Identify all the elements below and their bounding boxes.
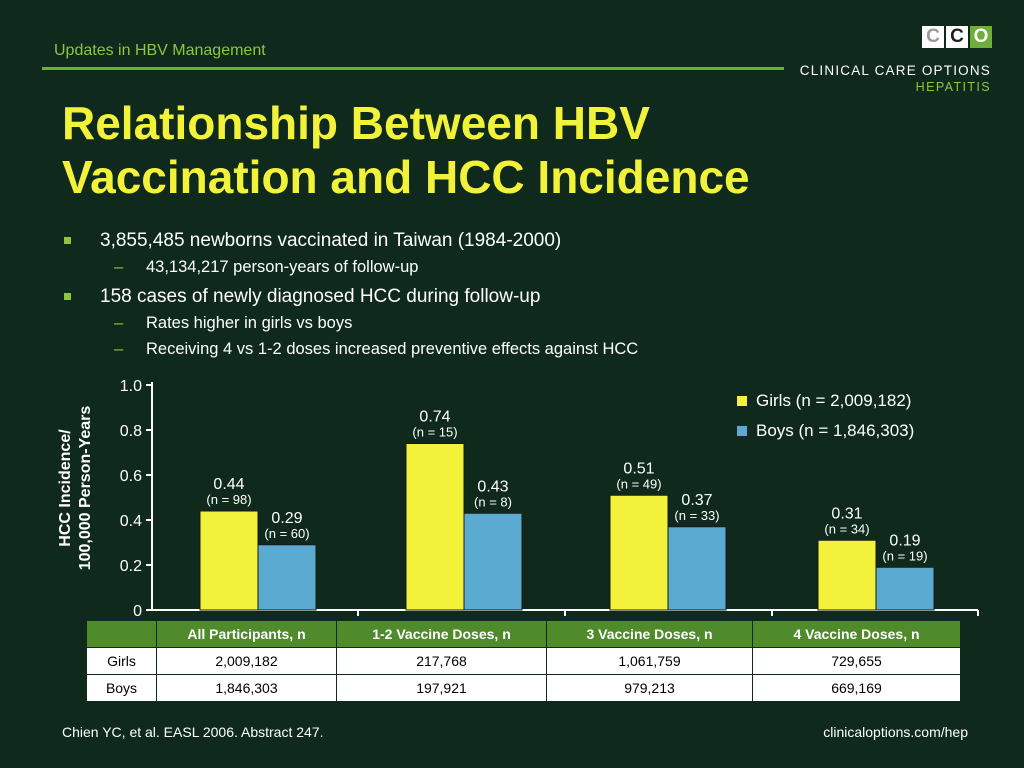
data-n-label: (n = 19) (882, 548, 927, 563)
y-tick-label: 0 (133, 603, 142, 620)
bar-boys (463, 512, 523, 611)
sub-bullet-item: – Rates higher in girls vs boys (62, 310, 638, 336)
logo-subtitle: HEPATITIS (915, 80, 991, 94)
bar-girls (609, 494, 669, 611)
y-axis-label: HCC Incidence/ (57, 429, 74, 547)
data-n-label: (n = 49) (616, 476, 661, 491)
bullet-square-icon (64, 237, 71, 244)
bar-boys (875, 566, 935, 611)
table-cell: 669,169 (752, 674, 961, 702)
cco-logo: C C O (922, 26, 992, 48)
bullet-list: 3,855,485 newborns vaccinated in Taiwan … (62, 228, 638, 362)
slide-title: Relationship Between HBV Vaccination and… (62, 97, 750, 203)
data-n-label: (n = 33) (674, 508, 719, 523)
table-cell: Girls (86, 647, 157, 675)
table-header-cell (86, 620, 157, 648)
legend-item-girls: Girls (n = 2,009,182) (736, 386, 914, 416)
legend-label-girls: Girls (n = 2,009,182) (756, 391, 912, 410)
chart-legend: Girls (n = 2,009,182) Boys (n = 1,846,30… (736, 386, 914, 446)
table-header-cell: 3 Vaccine Doses, n (546, 620, 753, 648)
citation: Chien YC, et al. EASL 2006. Abstract 247… (62, 724, 324, 740)
data-label: 0.37 (681, 492, 712, 509)
y-tick-label: 0.8 (120, 423, 142, 440)
header-divider (42, 67, 784, 70)
table-cell: 217,768 (336, 647, 547, 675)
table-cell: 729,655 (752, 647, 961, 675)
logo-name: CLINICAL CARE OPTIONS (799, 63, 991, 78)
legend-swatch-boys (736, 425, 748, 437)
y-tick-label: 1.0 (120, 378, 142, 395)
bullet-item: 158 cases of newly diagnosed HCC during … (62, 284, 638, 310)
table-header-cell: 4 Vaccine Doses, n (752, 620, 961, 648)
data-n-label: (n = 34) (824, 521, 869, 536)
sub-bullet-text: Receiving 4 vs 1-2 doses increased preve… (146, 340, 639, 358)
legend-item-boys: Boys (n = 1,846,303) (736, 416, 914, 446)
table-header-cell: 1-2 Vaccine Doses, n (336, 620, 547, 648)
data-label: 0.43 (477, 478, 508, 495)
table-cell: 1,846,303 (156, 674, 337, 702)
table-cell: 2,009,182 (156, 647, 337, 675)
y-tick-label: 0.2 (120, 558, 142, 575)
table-cell: 979,213 (546, 674, 753, 702)
sub-bullet-item: – 43,134,217 person-years of follow-up (62, 254, 638, 280)
sub-bullet-item: – Receiving 4 vs 1-2 doses increased pre… (62, 336, 638, 362)
table-header-cell: All Participants, n (156, 620, 337, 648)
y-axis-label: 100,000 Person-Years (77, 406, 94, 571)
data-n-label: (n = 60) (264, 526, 309, 541)
dash-icon: – (114, 340, 124, 358)
dash-icon: – (114, 258, 124, 276)
participants-table: All Participants, n 1-2 Vaccine Doses, n… (86, 620, 961, 702)
table-cell: 1,061,759 (546, 647, 753, 675)
table-cell: 197,921 (336, 674, 547, 702)
legend-swatch-girls (736, 395, 748, 407)
table-header-row: All Participants, n 1-2 Vaccine Doses, n… (86, 620, 961, 648)
logo-letter-o: O (970, 26, 992, 48)
section-title: Updates in HBV Management (54, 42, 266, 59)
logo-letter-c2: C (946, 26, 968, 48)
table-cell: Boys (86, 674, 157, 702)
legend-label-boys: Boys (n = 1,846,303) (756, 421, 915, 440)
data-n-label: (n = 98) (206, 492, 251, 507)
bar-girls (405, 443, 465, 611)
data-label: 0.31 (831, 505, 862, 522)
bar-girls (817, 539, 877, 611)
data-n-label: (n = 15) (412, 425, 457, 440)
sub-bullet-text: Rates higher in girls vs boys (146, 314, 353, 332)
y-tick-label: 0.6 (120, 468, 142, 485)
bullet-item: 3,855,485 newborns vaccinated in Taiwan … (62, 228, 638, 254)
table-row: Girls 2,009,182 217,768 1,061,759 729,65… (86, 647, 961, 675)
bar-girls (199, 510, 259, 611)
y-tick-label: 0.4 (120, 513, 142, 530)
bullet-text: 3,855,485 newborns vaccinated in Taiwan … (100, 230, 562, 251)
bar-boys (667, 526, 727, 611)
data-n-label: (n = 8) (474, 494, 512, 509)
bullet-text: 158 cases of newly diagnosed HCC during … (100, 286, 541, 307)
sub-bullet-text: 43,134,217 person-years of follow-up (146, 258, 419, 276)
data-label: 0.74 (419, 409, 450, 426)
data-label: 0.19 (889, 532, 920, 549)
source-url: clinicaloptions.com/hep (823, 724, 968, 740)
logo-letter-c1: C (922, 26, 944, 48)
data-label: 0.29 (271, 510, 302, 527)
data-label: 0.51 (623, 460, 654, 477)
dash-icon: – (114, 314, 124, 332)
bar-boys (257, 544, 317, 611)
data-label: 0.44 (213, 476, 244, 493)
table-row: Boys 1,846,303 197,921 979,213 669,169 (86, 674, 961, 702)
bullet-square-icon (64, 293, 71, 300)
